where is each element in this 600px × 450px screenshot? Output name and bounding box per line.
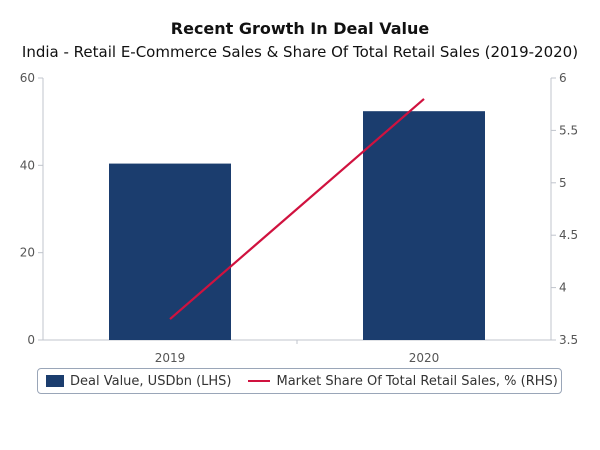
left-axis-tick-label: 0 (27, 333, 35, 347)
bar-deal-value-2019 (109, 163, 231, 340)
legend-label-market-share: Market Share Of Total Retail Sales, % (R… (276, 373, 558, 389)
line-market-share (169, 98, 425, 320)
right-axis-tick-label: 4 (559, 281, 567, 295)
legend-item-market-share: Market Share Of Total Retail Sales, % (R… (232, 374, 558, 389)
left-axis-tick-label: 20 (20, 246, 35, 260)
chart-title: Recent Growth In Deal Value (170, 19, 430, 38)
legend-item-deal-value: Deal Value, USDbn (LHS) (38, 374, 232, 389)
left-axis-tick-label: 40 (20, 158, 35, 172)
right-axis-tick-label: 5 (559, 176, 567, 190)
right-axis-tick-label: 6 (559, 71, 567, 85)
right-axis-tick-label: 5.5 (559, 123, 578, 137)
right-axis-tick-label: 3.5 (559, 333, 578, 347)
legend-label-deal-value: Deal Value, USDbn (LHS) (70, 373, 232, 389)
bar-deal-value-2020 (363, 111, 485, 340)
chart-subtitle: India - Retail E-Commerce Sales & Share … (21, 43, 579, 61)
legend-swatch-bar (46, 375, 64, 387)
left-axis-tick-label: 60 (20, 71, 35, 85)
legend-swatch-line (247, 380, 270, 382)
chart-legend: Deal Value, USDbn (LHS) Market Share Of … (37, 368, 562, 394)
x-axis-tick-label: 2019 (155, 351, 186, 365)
x-axis-tick-label: 2020 (409, 351, 440, 365)
right-axis-tick-label: 4.5 (559, 228, 578, 242)
